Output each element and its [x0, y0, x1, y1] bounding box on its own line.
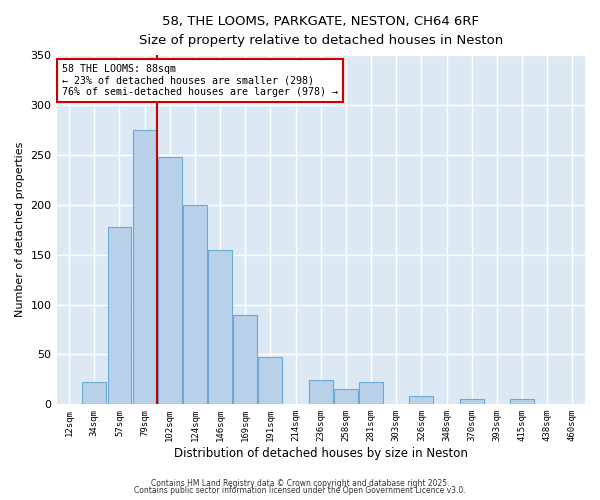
Bar: [460, 400, 484, 404]
Text: Contains public sector information licensed under the Open Government Licence v3: Contains public sector information licen…: [134, 486, 466, 495]
Bar: [334, 390, 358, 404]
Bar: [359, 382, 383, 404]
Title: 58, THE LOOMS, PARKGATE, NESTON, CH64 6RF
Size of property relative to detached : 58, THE LOOMS, PARKGATE, NESTON, CH64 6R…: [139, 15, 503, 47]
Bar: [309, 380, 333, 404]
Bar: [510, 400, 534, 404]
Bar: [183, 205, 207, 404]
Text: Contains HM Land Registry data © Crown copyright and database right 2025.: Contains HM Land Registry data © Crown c…: [151, 478, 449, 488]
Bar: [158, 157, 182, 404]
X-axis label: Distribution of detached houses by size in Neston: Distribution of detached houses by size …: [174, 447, 468, 460]
Bar: [409, 396, 433, 404]
Bar: [82, 382, 106, 404]
Text: 58 THE LOOMS: 88sqm
← 23% of detached houses are smaller (298)
76% of semi-detac: 58 THE LOOMS: 88sqm ← 23% of detached ho…: [62, 64, 338, 97]
Bar: [233, 314, 257, 404]
Bar: [208, 250, 232, 404]
Bar: [107, 226, 131, 404]
Y-axis label: Number of detached properties: Number of detached properties: [15, 142, 25, 318]
Bar: [259, 358, 283, 405]
Bar: [133, 130, 157, 404]
